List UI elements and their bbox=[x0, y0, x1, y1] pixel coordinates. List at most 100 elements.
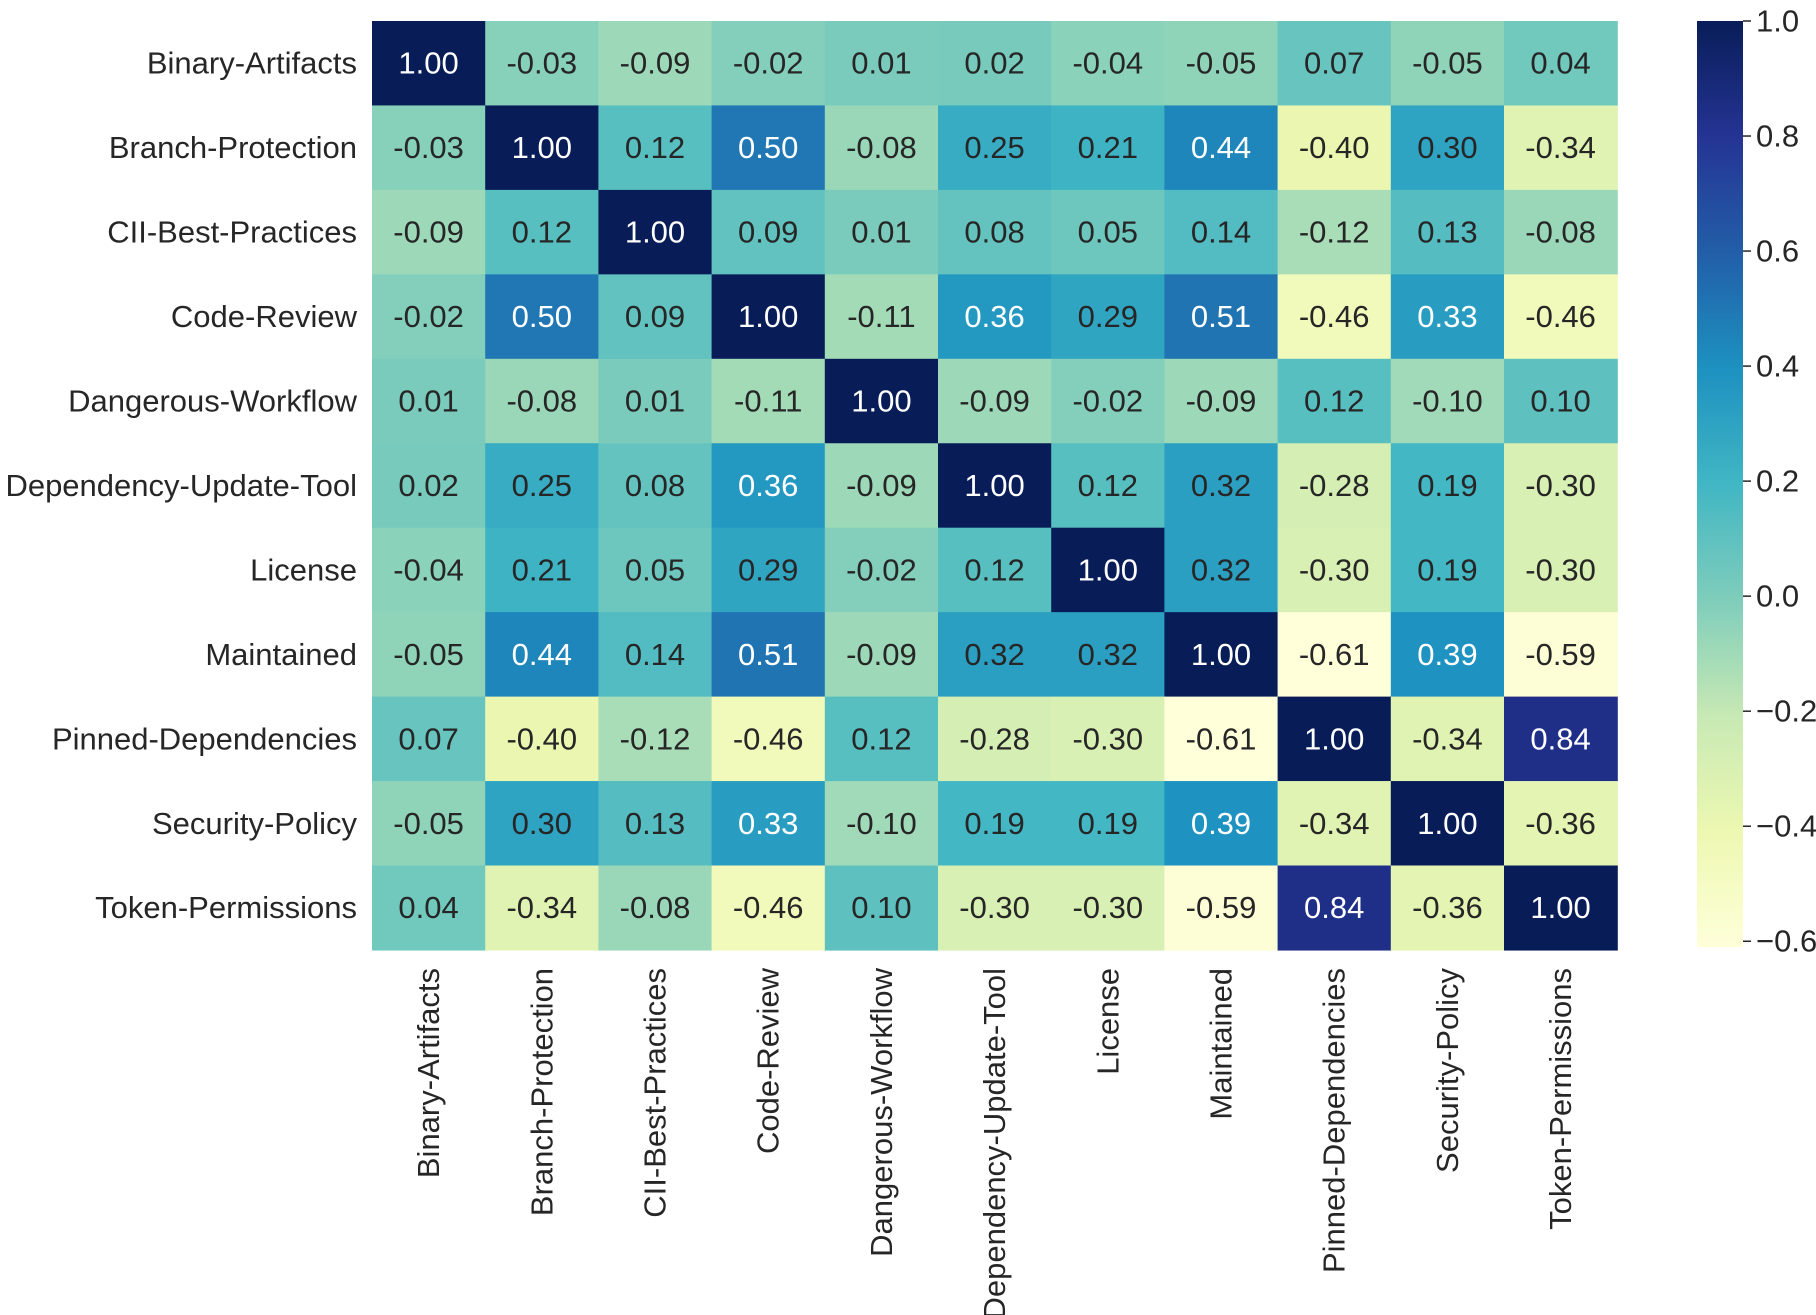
cell-value-label: 1.00 bbox=[625, 215, 685, 250]
y-axis-ticks: Binary-Artifacts Branch-Protection CII-Bes… bbox=[5, 46, 357, 925]
cell-value-label: 0.32 bbox=[964, 637, 1024, 672]
heatmap-cell bbox=[711, 612, 826, 698]
heatmap-cell bbox=[938, 527, 1052, 613]
cell-value-label: 1.00 bbox=[738, 299, 798, 334]
heatmap-cell bbox=[1164, 865, 1279, 951]
cell-value-label: -0.09 bbox=[1186, 384, 1257, 419]
heatmap-cell bbox=[1164, 443, 1279, 529]
heatmap-cell bbox=[1051, 865, 1165, 951]
cell-value-label: 0.51 bbox=[738, 637, 798, 672]
cell-value-label: 0.21 bbox=[512, 552, 572, 587]
heatmap-cell bbox=[711, 274, 826, 360]
heatmap-cell bbox=[938, 358, 1052, 444]
cell-value-label: -0.28 bbox=[1299, 468, 1370, 503]
cell-value-label: 0.08 bbox=[625, 468, 685, 503]
heatmap-cell bbox=[938, 443, 1052, 529]
cell-value-label: 0.19 bbox=[964, 806, 1024, 841]
cell-value-label: -0.59 bbox=[1525, 637, 1596, 672]
heatmap-cell bbox=[1277, 358, 1392, 444]
heatmap-cell bbox=[1164, 781, 1279, 867]
cell-value-label: -0.30 bbox=[1072, 890, 1143, 925]
heatmap-cell bbox=[938, 274, 1052, 360]
heatmap-cell bbox=[1504, 189, 1618, 275]
heatmap-cell bbox=[938, 21, 1052, 107]
cell-value-label: 0.01 bbox=[851, 215, 911, 250]
heatmap-cell bbox=[372, 781, 486, 867]
heatmap-cell bbox=[372, 865, 486, 951]
x-tick-label: Token-Permissions bbox=[1543, 968, 1578, 1230]
cell-value-label: 0.09 bbox=[738, 215, 798, 250]
heatmap-cell bbox=[1277, 443, 1392, 529]
heatmap-cell bbox=[711, 189, 826, 275]
x-tick-label: Pinned-Dependencies bbox=[1317, 968, 1352, 1273]
cell-value-label: 0.12 bbox=[625, 130, 685, 165]
cell-value-label: -0.09 bbox=[620, 46, 691, 81]
cell-value-label: -0.03 bbox=[393, 130, 464, 165]
colorbar-tick-label: 0.8 bbox=[1756, 119, 1799, 154]
x-tick-label: Dangerous-Workflow bbox=[864, 967, 899, 1256]
cell-value-label: 0.21 bbox=[1078, 130, 1138, 165]
cell-value-label: 0.13 bbox=[625, 806, 685, 841]
y-tick-label: Security-Policy bbox=[152, 806, 357, 841]
heatmap-cell bbox=[485, 358, 599, 444]
cell-value-label: 0.12 bbox=[1078, 468, 1138, 503]
heatmap-cell bbox=[372, 274, 486, 360]
cell-value-label: 0.25 bbox=[512, 468, 572, 503]
y-tick-label: Pinned-Dependencies bbox=[52, 721, 357, 756]
cell-value-label: 0.29 bbox=[1078, 299, 1138, 334]
heatmap-cell bbox=[938, 865, 1052, 951]
heatmap-cell bbox=[824, 358, 939, 444]
heatmap-cell bbox=[711, 443, 826, 529]
cell-value-label: 0.10 bbox=[1530, 384, 1590, 419]
heatmap-cell bbox=[1051, 358, 1165, 444]
cell-value-label: -0.61 bbox=[1186, 721, 1257, 756]
x-tick-label: Security-Policy bbox=[1430, 967, 1465, 1172]
heatmap-cell bbox=[711, 696, 826, 782]
cell-value-label: -0.11 bbox=[847, 299, 915, 334]
heatmap-cell bbox=[485, 696, 599, 782]
heatmap-cell bbox=[598, 865, 713, 951]
cell-value-label: -0.46 bbox=[733, 721, 804, 756]
cell-value-label: -0.09 bbox=[846, 468, 917, 503]
heatmap-cell bbox=[1390, 189, 1505, 275]
cell-value-label: 0.01 bbox=[851, 46, 911, 81]
heatmap-cell bbox=[938, 189, 1052, 275]
heatmap-cell bbox=[372, 443, 486, 529]
heatmap-cell bbox=[485, 443, 599, 529]
colorbar-tick-label: 0.6 bbox=[1756, 234, 1799, 269]
heatmap-cell bbox=[1277, 781, 1392, 867]
heatmap-cell bbox=[824, 781, 939, 867]
x-tick-label: Binary-Artifacts bbox=[411, 968, 446, 1178]
heatmap-cell bbox=[1277, 696, 1392, 782]
y-tick-label: Dependency-Update-Tool bbox=[5, 468, 357, 503]
cell-value-label: -0.09 bbox=[959, 384, 1030, 419]
cell-value-label: -0.40 bbox=[1299, 130, 1370, 165]
cell-value-label: -0.46 bbox=[1299, 299, 1370, 334]
heatmap-cell bbox=[1051, 696, 1165, 782]
cell-value-label: -0.30 bbox=[959, 890, 1030, 925]
cell-value-label: -0.05 bbox=[1186, 46, 1257, 81]
heatmap-cell bbox=[485, 189, 599, 275]
cell-value-label: -0.02 bbox=[1072, 384, 1143, 419]
cell-value-label: 0.12 bbox=[964, 552, 1024, 587]
heatmap-cell bbox=[1504, 105, 1618, 191]
heatmap-cell bbox=[938, 612, 1052, 698]
heatmap-cell bbox=[598, 274, 713, 360]
cell-value-label: 0.01 bbox=[625, 384, 685, 419]
colorbar-tick-label: −0.6 bbox=[1756, 924, 1816, 959]
colorbar-tick-label: 1.0 bbox=[1756, 4, 1799, 39]
heatmap-cell bbox=[824, 527, 939, 613]
heatmap-cell bbox=[824, 274, 939, 360]
cell-value-label: -0.05 bbox=[393, 637, 464, 672]
cell-value-label: 0.44 bbox=[1191, 130, 1251, 165]
heatmap-cell bbox=[1277, 612, 1392, 698]
cell-value-label: 0.19 bbox=[1417, 552, 1477, 587]
x-axis-ticks: Binary-Artifacts Branch-Protection CII-Bes… bbox=[411, 967, 1578, 1315]
cell-value-label: 0.50 bbox=[738, 130, 798, 165]
cell-value-label: 1.00 bbox=[1191, 637, 1251, 672]
heatmap-cell bbox=[598, 443, 713, 529]
x-tick-label: License bbox=[1090, 968, 1125, 1075]
heatmap-cell bbox=[1051, 612, 1165, 698]
heatmap-cell bbox=[1164, 21, 1279, 107]
heatmap-cell bbox=[598, 21, 713, 107]
